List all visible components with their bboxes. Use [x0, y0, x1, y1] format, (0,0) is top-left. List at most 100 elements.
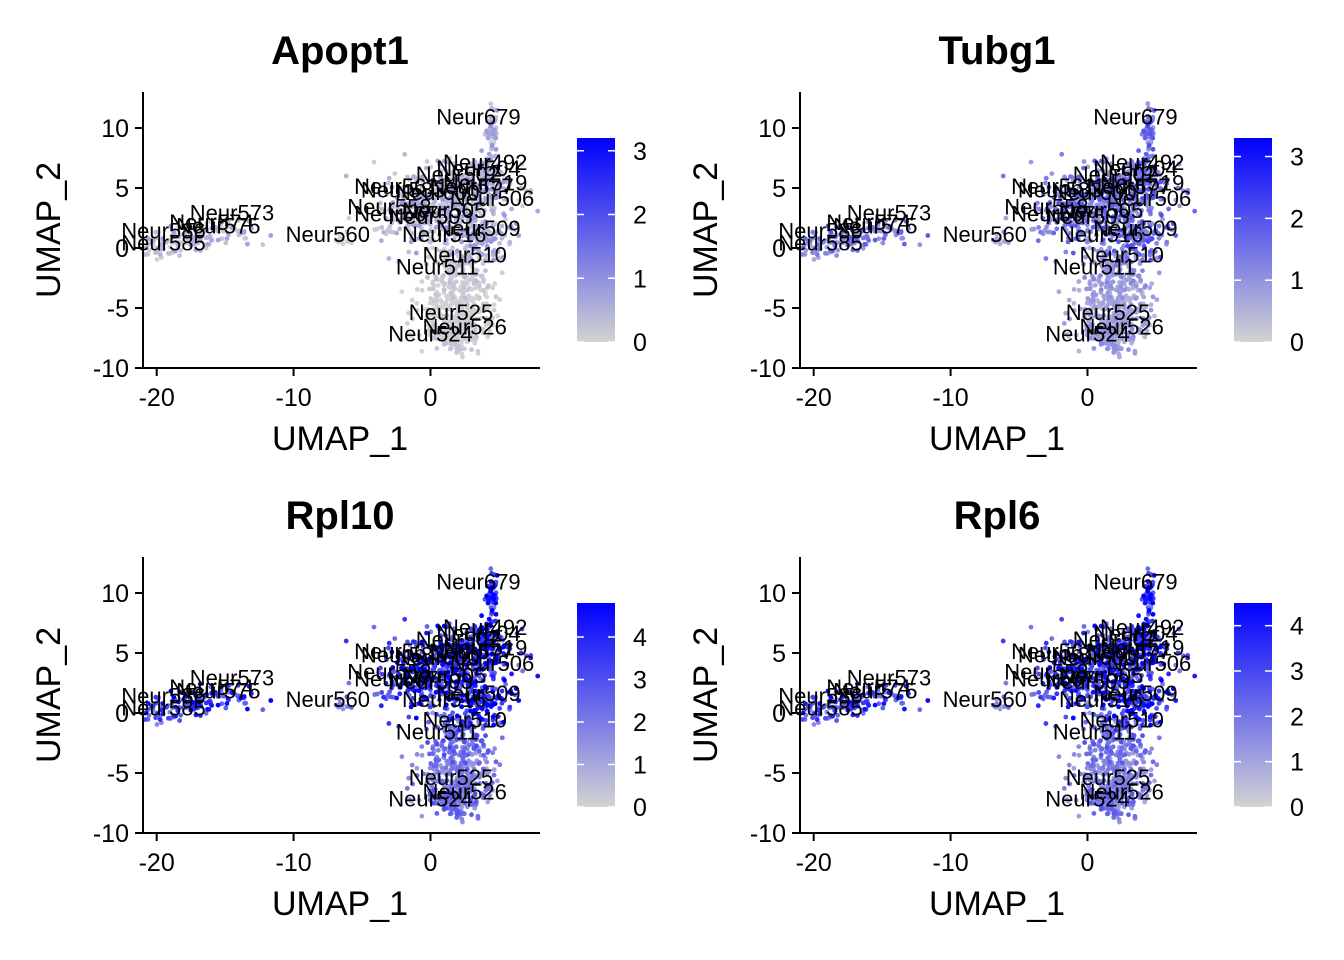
cell-point — [435, 304, 441, 310]
cell-point — [467, 313, 473, 319]
panel-title: Rpl6 — [954, 494, 1041, 538]
colorbar-gradient — [577, 603, 615, 807]
cell-point — [481, 277, 486, 283]
cell-point — [465, 305, 470, 311]
cell-point — [457, 298, 463, 304]
x-ticks: -20 -10 0 — [139, 833, 437, 877]
cell-point — [490, 168, 495, 174]
cell-point — [452, 341, 458, 347]
cell-point — [442, 264, 448, 270]
cell-point — [469, 295, 475, 301]
cell-point — [223, 240, 229, 246]
cell-point — [205, 241, 210, 247]
cell-point — [386, 256, 392, 261]
cell-point — [453, 744, 459, 750]
cell-point — [473, 316, 478, 322]
cell-point — [447, 280, 453, 285]
cell-point — [459, 346, 464, 352]
cell-point — [434, 811, 440, 816]
cell-point — [489, 608, 495, 613]
cell-point — [1092, 747, 1098, 753]
cell-point — [880, 240, 886, 246]
cell-point — [208, 219, 214, 225]
cluster-label: Neur511 — [1053, 254, 1136, 279]
cell-point — [1108, 283, 1113, 289]
cell-point — [245, 241, 250, 247]
x-tick-label: -20 — [796, 384, 832, 412]
cluster-label: Neur560 — [943, 222, 1027, 247]
cell-point — [429, 318, 434, 324]
cell-point — [917, 707, 923, 713]
cell-point — [337, 231, 342, 237]
cluster-label: Neur585 — [121, 230, 205, 255]
cell-point — [485, 600, 491, 606]
y-tick-label: 0 — [115, 700, 129, 728]
cell-point — [432, 315, 438, 320]
cell-point — [221, 228, 227, 234]
cell-point — [473, 272, 479, 278]
cell-point — [1147, 285, 1153, 291]
cell-point — [268, 698, 274, 703]
cell-point — [1107, 294, 1112, 300]
cell-point — [483, 323, 489, 328]
cell-point — [431, 298, 437, 304]
cell-point — [490, 285, 496, 291]
cell-point — [260, 242, 266, 248]
x-tick-label: -10 — [276, 849, 312, 877]
cell-point — [1076, 279, 1082, 284]
cell-point — [493, 759, 499, 765]
cell-point — [1124, 294, 1129, 300]
cell-point — [399, 289, 405, 295]
cell-point — [462, 295, 468, 301]
cell-point — [371, 159, 377, 165]
cell-point — [480, 261, 486, 266]
cell-point — [419, 752, 425, 758]
x-ticks: -20 -10 0 — [796, 368, 1094, 412]
cell-point — [1192, 208, 1198, 214]
cell-point — [464, 339, 470, 345]
cell-point — [1076, 287, 1082, 293]
panel-rpl6: Rpl6 Neur679Neur492Neur504Neur502Neur519… — [687, 494, 1304, 923]
cell-point — [465, 302, 470, 307]
cell-point — [1150, 759, 1156, 765]
cell-point — [1119, 745, 1125, 751]
cell-point — [469, 812, 474, 818]
cell-point — [452, 165, 457, 171]
cell-point — [448, 172, 454, 178]
cell-point — [1076, 813, 1082, 819]
cell-point — [1141, 759, 1147, 765]
cell-point — [1035, 238, 1041, 244]
colorbar-tick-label: 0 — [633, 794, 647, 822]
cell-point — [1056, 754, 1062, 760]
colorbar-tick-label: 3 — [1290, 144, 1304, 172]
cell-point — [481, 287, 486, 293]
cell-point — [535, 673, 541, 679]
panel-title: Apopt1 — [271, 29, 409, 73]
cell-point — [419, 813, 425, 819]
cell-point — [167, 244, 173, 250]
cell-point — [1138, 752, 1143, 758]
y-axis-title: UMAP_2 — [30, 162, 68, 298]
colorbar-tick-label: 1 — [1290, 267, 1304, 295]
cell-point — [429, 335, 435, 341]
cell-point — [468, 337, 474, 342]
cell-point — [485, 334, 491, 340]
cell-point — [446, 156, 452, 162]
colorbar-tick-label: 0 — [1290, 329, 1304, 357]
cell-point — [414, 300, 420, 306]
cell-point — [424, 261, 429, 267]
cell-point — [414, 308, 420, 313]
cell-point — [444, 313, 450, 318]
cell-point — [1156, 735, 1162, 741]
cell-point — [1154, 297, 1160, 303]
cell-point — [484, 759, 490, 765]
cell-point — [1103, 284, 1109, 290]
cell-point — [260, 707, 266, 713]
cell-point — [457, 220, 463, 226]
cell-point — [457, 323, 463, 329]
cell-point — [1098, 287, 1104, 293]
panel-tubg1: Tubg1 Neur679Neur492Neur504Neur502Neur51… — [687, 29, 1304, 458]
cell-point — [425, 246, 430, 252]
panel-title: Rpl10 — [286, 494, 395, 538]
